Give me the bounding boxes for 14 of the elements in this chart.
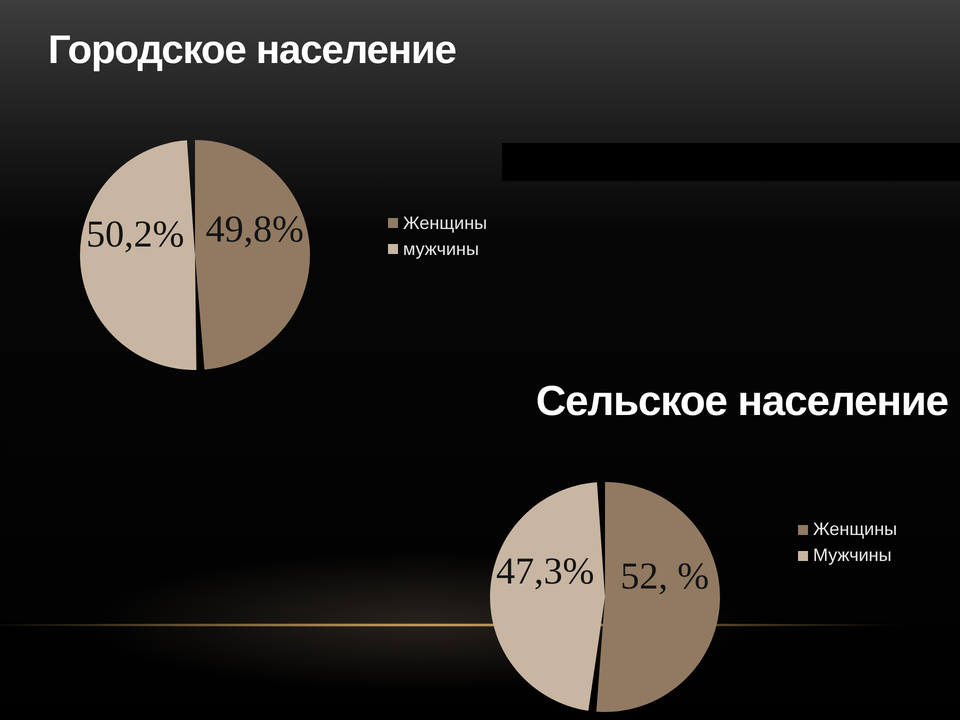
data-label: 52, % <box>620 555 710 598</box>
data-label: 47,3% <box>496 550 594 593</box>
pie-slice <box>195 140 310 370</box>
chart-title: Сельское население <box>536 376 948 426</box>
chart-title: Городское население <box>48 27 456 74</box>
pie-slice <box>596 482 720 712</box>
legend-label: Женщины <box>813 519 898 540</box>
data-label: 49,8% <box>206 208 304 251</box>
data-label: 50,2% <box>86 213 184 256</box>
pie-slice <box>80 140 196 370</box>
legend-label: Мужчины <box>813 545 892 566</box>
legend-label: мужчины <box>403 238 479 260</box>
pie-slice <box>490 482 605 711</box>
legend-label: Женщины <box>403 212 488 234</box>
